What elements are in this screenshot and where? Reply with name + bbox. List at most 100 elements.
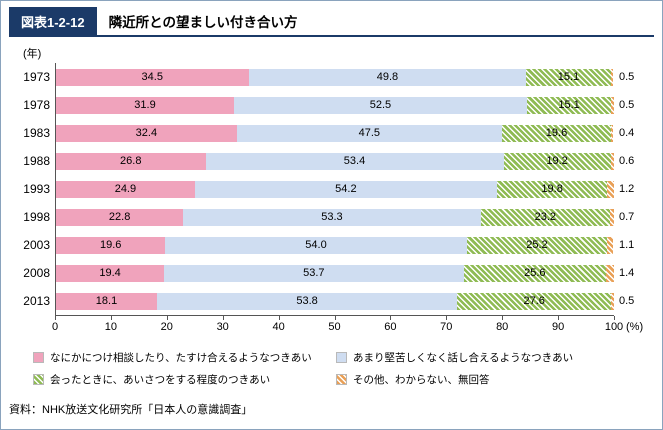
- outside-value: 1.1: [619, 239, 635, 251]
- bar-segment: 23.2: [480, 208, 611, 226]
- year-label: 2008: [23, 266, 50, 280]
- segment-value: 52.5: [369, 99, 392, 111]
- segment-value: 23.2: [534, 211, 557, 223]
- bar-segment: 34.5: [56, 68, 249, 86]
- year-label: 2013: [23, 294, 50, 308]
- bar-track: 31.9 52.5 15.1 0.5: [56, 96, 634, 114]
- axis-tick-label: 50: [328, 321, 341, 333]
- segment-value: 53.8: [296, 295, 318, 307]
- y-axis-unit-label: (年): [23, 48, 42, 60]
- outside-value: 1.2: [619, 183, 635, 195]
- axis-tick-label: 60: [384, 321, 397, 333]
- axis-tick-mark: [390, 316, 392, 320]
- axis-tick-mark: [166, 316, 168, 320]
- segment-value: 53.3: [321, 211, 343, 223]
- bar-segment: 19.4: [56, 264, 165, 282]
- axis-tick-label: 40: [272, 321, 285, 333]
- outside-value: 0.5: [619, 71, 635, 83]
- bar-track: 26.8 53.4 19.2 0.6: [56, 152, 634, 170]
- bar-segment: 25.2: [466, 236, 608, 254]
- chart-row: 1988 26.8 53.4 19.2 0.6: [23, 147, 634, 175]
- axis-tick-label: 0: [51, 321, 59, 333]
- figure-header: 図表1-2-12 隣近所との望ましい付き合い方: [9, 7, 654, 37]
- axis-tick-mark: [55, 316, 56, 320]
- bar-segment: 15.1: [526, 68, 611, 86]
- segment-value: 31.9: [134, 99, 156, 111]
- year-label: 1978: [23, 98, 50, 112]
- bar-segment: 19.6: [501, 124, 612, 142]
- stacked-bar-chart: (年) 1973 34.5 49.8 15.1 0.5 1978 31.9 52.5 15.1 0…: [13, 45, 650, 338]
- segment-value: 26.8: [120, 155, 142, 167]
- segment-value: 22.8: [108, 211, 131, 223]
- legend-swatch: [336, 352, 347, 363]
- bar-segment: [610, 68, 614, 86]
- segment-value: 34.5: [141, 71, 163, 83]
- bar-segment: 24.9: [56, 180, 195, 198]
- legend-item: なにかにつけ相談したり、たすけ合えるようなつきあい: [33, 350, 318, 365]
- segment-value: 15.1: [558, 99, 580, 111]
- axis-tick-mark: [334, 316, 336, 320]
- bar-segment: [610, 152, 614, 170]
- segment-value: 19.4: [99, 267, 121, 279]
- segment-value: 54.2: [335, 183, 357, 195]
- segment-value: 18.1: [95, 295, 118, 307]
- legend-item: 会ったときに、あいさつをする程度のつきあい: [33, 372, 318, 387]
- chart-row: 2013 18.1 53.8 27.6 0.5: [23, 287, 634, 315]
- year-label: 2003: [23, 238, 50, 252]
- segment-value: 27.6: [523, 295, 545, 307]
- bar-segment: 53.3: [183, 208, 481, 226]
- bar-track: 19.6 54.0 25.2 1.1: [56, 236, 634, 254]
- segment-value: 19.6: [99, 239, 122, 251]
- year-label: 1998: [23, 210, 50, 224]
- outside-value: 0.4: [619, 127, 635, 139]
- axis-tick-label: 90: [551, 321, 565, 333]
- legend: なにかにつけ相談したり、たすけ合えるようなつきあい あまり堅苦しくなく話し合えるよ…: [33, 350, 652, 387]
- bar-segment: 15.1: [526, 96, 612, 114]
- bar-track: 32.4 47.5 19.6 0.4: [56, 124, 634, 142]
- bar-segment: 19.8: [496, 180, 608, 198]
- bar-track: 19.4 53.7 25.6 1.4: [56, 264, 634, 282]
- bar-track: 18.1 53.8 27.6 0.5: [56, 292, 634, 310]
- bar-track: 24.9 54.2 19.8 1.2: [56, 180, 634, 198]
- axis-tick-mark: [558, 316, 560, 320]
- legend-swatch: [33, 352, 44, 363]
- bar-segment: 54.2: [194, 180, 497, 198]
- legend-label: あまり堅苦しくなく話し合えるようなつきあい: [353, 352, 574, 364]
- segment-value: 19.8: [541, 183, 563, 195]
- segment-value: 49.8: [376, 71, 399, 83]
- segment-value: 47.5: [358, 127, 381, 139]
- bar-segment: 32.4: [56, 124, 237, 142]
- plot-area: 1973 34.5 49.8 15.1 0.5 1978 31.9 52.5 15.1 0.5 19…: [23, 63, 634, 316]
- bar-track: 34.5 49.8 15.1 0.5: [56, 68, 634, 86]
- bar-segment: 52.5: [234, 96, 527, 114]
- source-note: 資料：NHK放送文化研究所「日本人の意識調査」: [9, 404, 253, 416]
- axis-tick-label: 70: [440, 321, 453, 333]
- chart-row: 1983 32.4 47.5 19.6 0.4: [23, 119, 634, 147]
- year-label: 1973: [23, 70, 50, 84]
- x-axis: 0 10 20 30 40 50 60 70 80 90 100 (%): [51, 316, 643, 338]
- segment-value: 53.7: [303, 267, 325, 279]
- year-label: 1988: [23, 154, 50, 168]
- bar-segment: [606, 264, 614, 282]
- legend-item: あまり堅苦しくなく話し合えるようなつきあい: [336, 350, 573, 365]
- axis-tick-mark: [446, 316, 448, 320]
- year-label: 1983: [23, 126, 50, 140]
- outside-value: 1.4: [619, 267, 635, 279]
- axis-tick-mark: [278, 316, 280, 320]
- bar-segment: 53.4: [205, 152, 504, 170]
- segment-value: 53.4: [343, 155, 366, 167]
- outside-value: 0.7: [619, 211, 635, 223]
- segment-value: 25.2: [526, 239, 548, 251]
- year-label: 1993: [23, 182, 50, 196]
- legend-label: 会ったときに、あいさつをする程度のつきあい: [50, 374, 271, 386]
- bar-segment: 53.7: [164, 264, 464, 282]
- bar-segment: 31.9: [56, 96, 234, 114]
- axis-tick-mark: [222, 316, 224, 320]
- bar-segment: 19.6: [56, 236, 166, 254]
- outside-value: 0.6: [619, 155, 635, 167]
- bar-segment: [610, 208, 614, 226]
- bar-segment: 18.1: [56, 292, 157, 310]
- bar-segment: 19.2: [503, 152, 611, 170]
- chart-row: 1993 24.9 54.2 19.8 1.2: [23, 175, 634, 203]
